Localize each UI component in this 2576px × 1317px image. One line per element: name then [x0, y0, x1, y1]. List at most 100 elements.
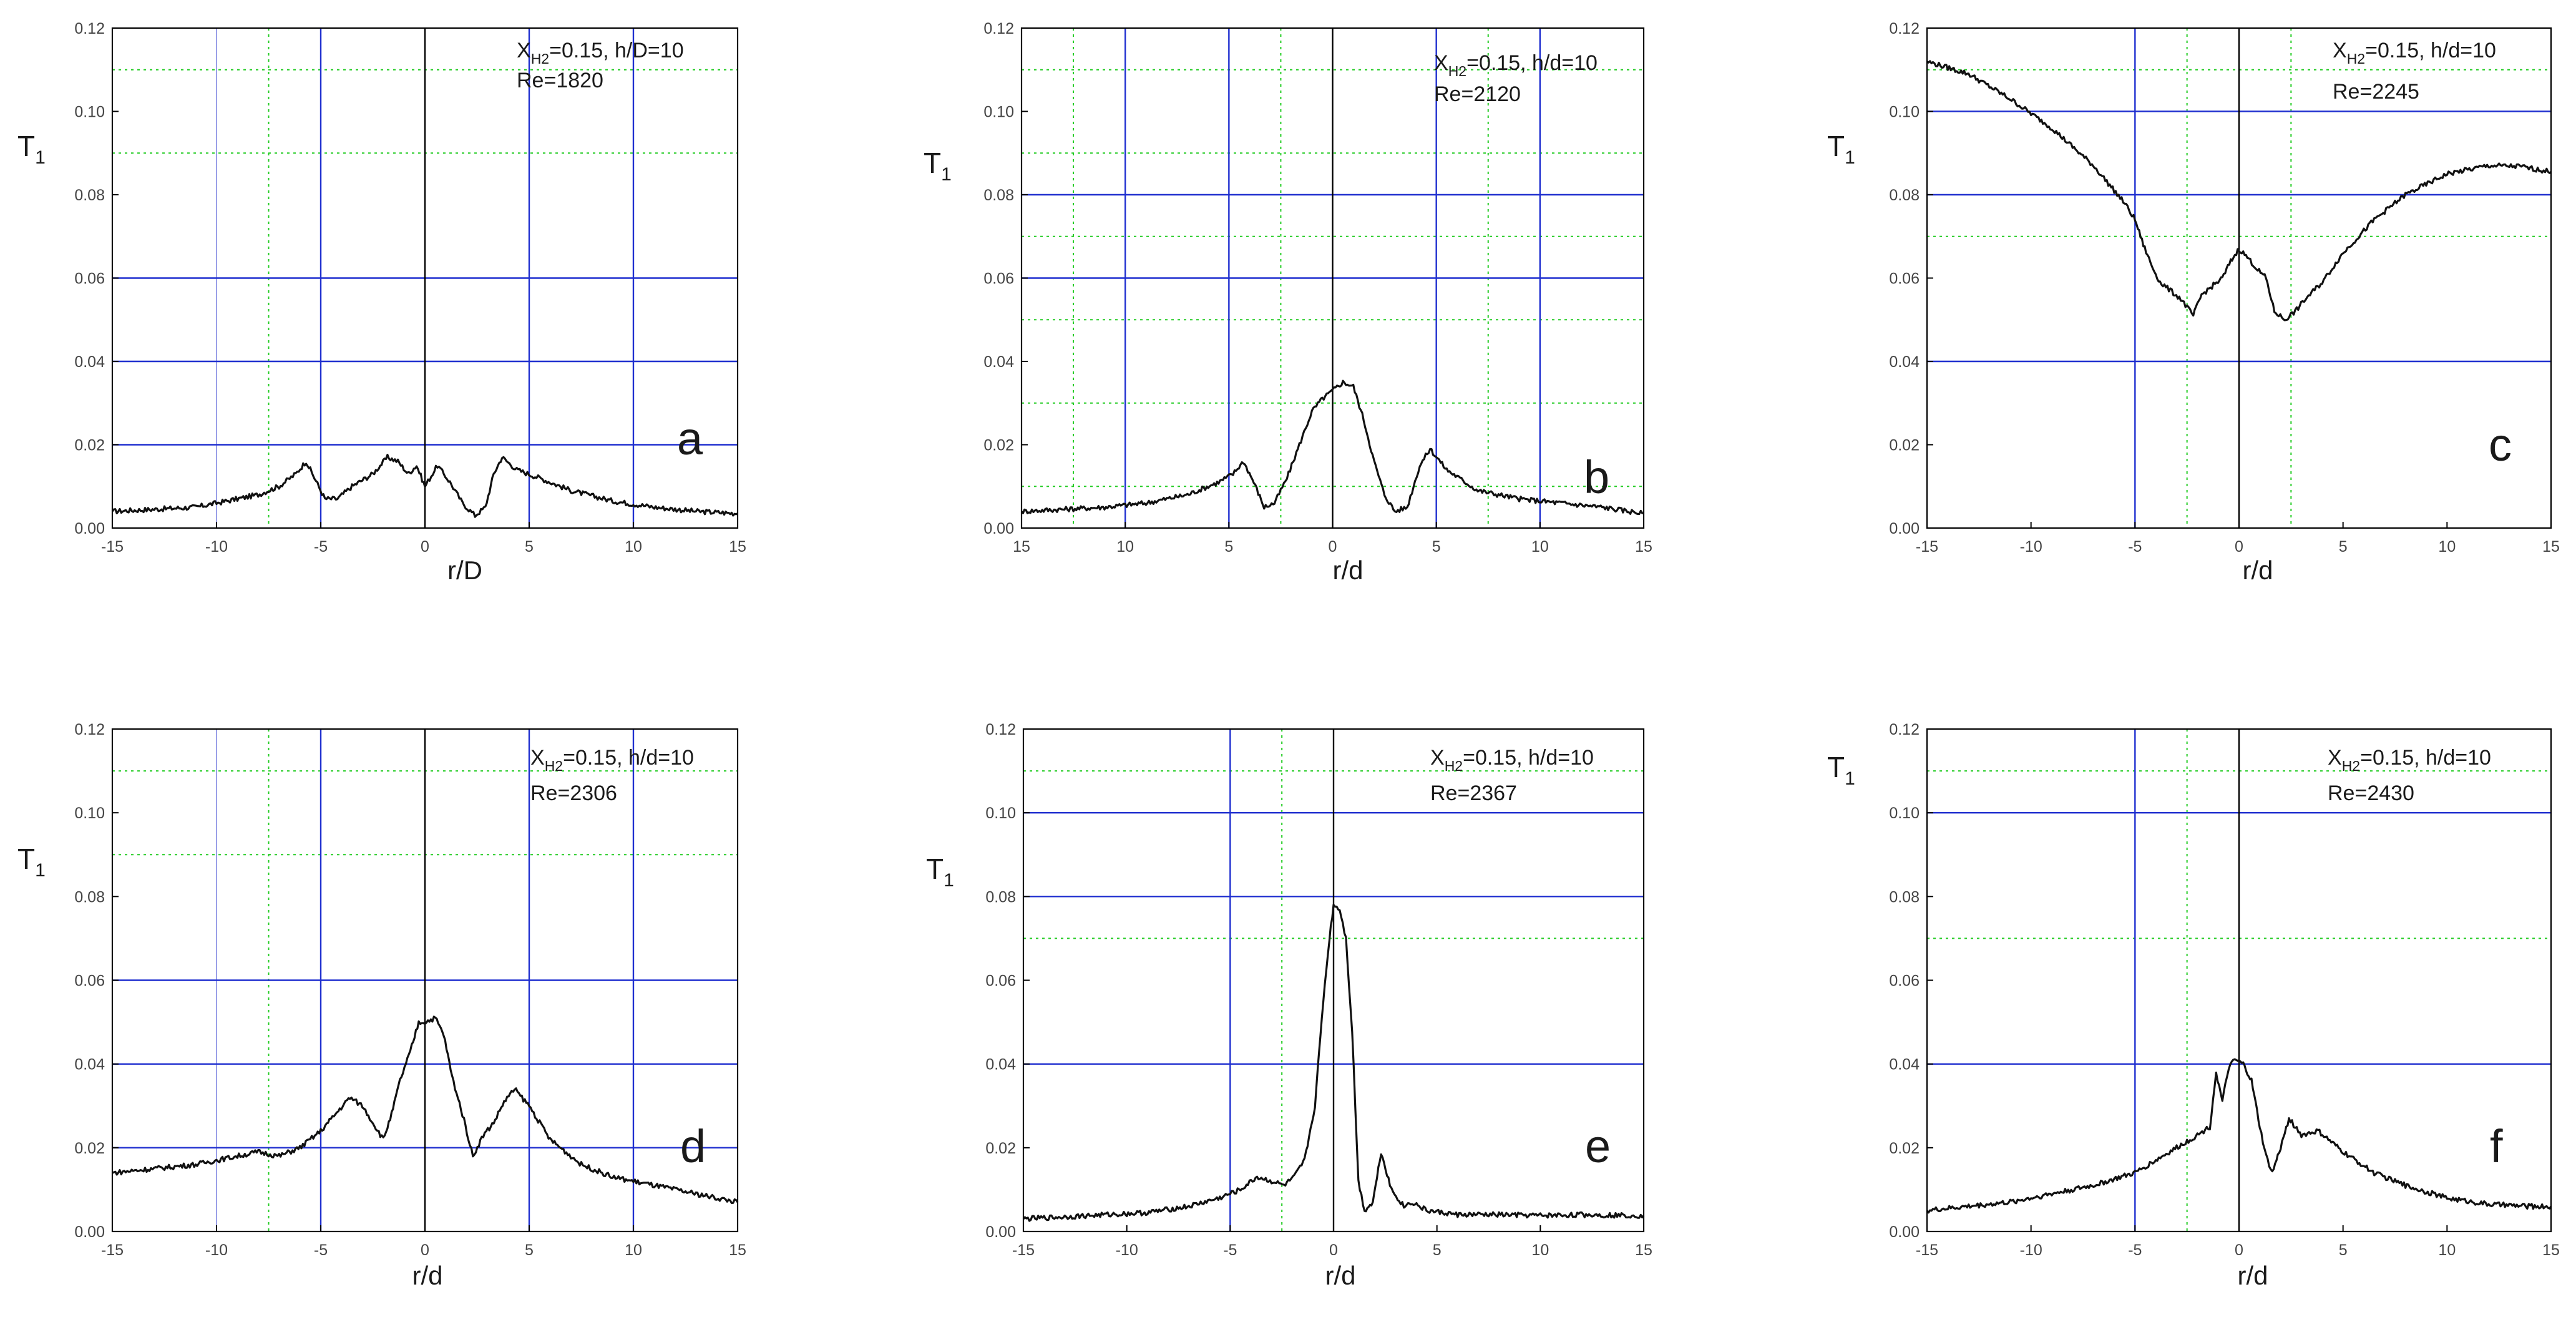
panel-d: -15 -10 -5 0 5 10 15 0.00 0.02 0.04 0.06 0.08 0.10 0.…: [17, 721, 746, 1290]
x-tick-label-a: -5: [314, 538, 328, 556]
x-tick-label-f: 15: [2542, 1241, 2560, 1259]
x-axis-label-b: r/d: [1332, 556, 1363, 585]
x-tick-label-f: -15: [1916, 1241, 1938, 1259]
plot-frame-c: [1926, 27, 2552, 529]
y-axis-label-c: T1: [1827, 130, 1855, 168]
annotation-params-f: XH2=0.15, h/d=10: [2328, 746, 2491, 774]
y-tick-label-b: 0.04: [983, 353, 1014, 371]
x-tick-label-f: 5: [2339, 1241, 2348, 1259]
annotation-params-a: XH2=0.15, h/D=10: [517, 39, 684, 67]
panel-a: -15 -10 -5 0 5 10 15 0.00 0.02 0.04 0.06 0.08 0.10 0.…: [17, 20, 746, 585]
x-tick-label-e: 15: [1635, 1241, 1652, 1259]
x-tick-label-d: 10: [625, 1241, 642, 1259]
x-tick-label-a: 5: [525, 538, 534, 556]
y-tick-label-f: 0.08: [1889, 888, 1920, 906]
x-tick-label-e: -15: [1012, 1241, 1035, 1259]
annotation-re-b: Re=2120: [1434, 82, 1521, 106]
x-tick-label-a: 10: [625, 538, 642, 556]
x-tick-label-f: 0: [2235, 1241, 2243, 1259]
x-tick-label-d: 15: [729, 1241, 746, 1259]
x-tick-label-e: -10: [1116, 1241, 1138, 1259]
y-tick-label-e: 0.04: [985, 1056, 1016, 1074]
panel-f: -15 -10 -5 0 5 10 15 0.00 0.02 0.04 0.06 0.08 0.10 0.…: [1827, 721, 2560, 1290]
y-tick-label-a: 0.06: [74, 270, 105, 288]
x-tick-label-a: -15: [101, 538, 124, 556]
x-tick-label-d: -15: [101, 1241, 124, 1259]
x-axis-label-d: r/d: [412, 1261, 442, 1290]
panel-letter-f: f: [2490, 1120, 2503, 1172]
panel-c: -15 -10 -5 0 5 10 15 0.00 0.02 0.04 0.06 0.08 0.10 0.…: [1827, 20, 2560, 585]
panel-letter-a: a: [677, 413, 703, 464]
x-tick-label-c: 0: [2235, 538, 2243, 556]
x-tick-label-b: 15: [1635, 538, 1652, 556]
y-tick-label-b: 0.00: [983, 520, 1014, 537]
y-tick-label-e: 0.12: [985, 721, 1016, 738]
x-tick-label-a: 15: [729, 538, 746, 556]
panel-letter-e: e: [1585, 1120, 1611, 1172]
y-tick-label-c: 0.04: [1889, 353, 1920, 371]
y-tick-label-e: 0.08: [985, 888, 1016, 906]
y-tick-label-a: 0.10: [74, 104, 105, 121]
x-tick-label-e: 5: [1433, 1241, 1442, 1259]
x-axis-label-e: r/d: [1325, 1261, 1355, 1290]
x-tick-label-c: 5: [2339, 538, 2348, 556]
annotation-re-c: Re=2245: [2333, 80, 2419, 104]
x-tick-label-d: -5: [314, 1241, 328, 1259]
x-tick-label-c: -15: [1916, 538, 1938, 556]
plot-frame-a: [111, 27, 739, 529]
x-axis-label-c: r/d: [2242, 556, 2273, 585]
x-tick-label-e: 10: [1531, 1241, 1549, 1259]
y-axis-label-b: T1: [924, 147, 952, 185]
x-axis-label-f: r/d: [2237, 1261, 2268, 1290]
y-tick-label-f: 0.10: [1889, 805, 1920, 822]
x-tick-label-c: 15: [2542, 538, 2560, 556]
plot-frame-b: [1020, 27, 1645, 529]
y-axis-label-a: T1: [17, 130, 46, 168]
x-tick-label-d: 5: [525, 1241, 534, 1259]
y-tick-label-a: 0.00: [74, 520, 105, 537]
t1-trace-a: [111, 454, 738, 518]
y-tick-label-b: 0.08: [983, 187, 1014, 204]
annotation-params-c: XH2=0.15, h/d=10: [2333, 39, 2496, 67]
y-tick-label-a: 0.12: [74, 20, 105, 37]
x-tick-label-a: -10: [205, 538, 228, 556]
y-tick-label-c: 0.10: [1889, 104, 1920, 121]
panel-letter-d: d: [680, 1120, 706, 1172]
x-tick-label-b: 5: [1224, 538, 1233, 556]
panel-letter-b: b: [1584, 451, 1609, 503]
y-axis-label-f: T1: [1827, 751, 1855, 789]
plot-frame-d: [111, 728, 739, 1233]
y-tick-label-c: 0.02: [1889, 437, 1920, 454]
x-tick-label-e: -5: [1223, 1241, 1237, 1259]
y-tick-label-c: 0.06: [1889, 270, 1920, 288]
x-tick-label-c: 10: [2438, 538, 2456, 556]
x-tick-label-a: 0: [421, 538, 429, 556]
x-tick-label-b: 5: [1432, 538, 1441, 556]
annotation-re-a: Re=1820: [517, 69, 603, 92]
x-tick-label-d: -10: [205, 1241, 228, 1259]
y-tick-label-d: 0.10: [74, 805, 105, 822]
t1-trace-e: [1022, 904, 1645, 1222]
t1-trace-f: [1926, 1058, 2552, 1214]
y-tick-label-f: 0.00: [1889, 1223, 1920, 1241]
y-tick-label-d: 0.06: [74, 972, 105, 990]
y-tick-label-f: 0.06: [1889, 972, 1920, 990]
t1-trace-b: [1020, 379, 1644, 516]
y-axis-label-d: T1: [17, 843, 46, 881]
y-tick-label-a: 0.04: [74, 353, 105, 371]
x-tick-label-b: 10: [1531, 538, 1549, 556]
panel-letter-c: c: [2489, 419, 2512, 471]
y-tick-label-e: 0.10: [985, 805, 1016, 822]
y-tick-label-e: 0.00: [985, 1223, 1016, 1241]
y-tick-label-d: 0.00: [74, 1223, 105, 1241]
x-tick-label-b: 0: [1329, 538, 1337, 556]
plot-frame-e: [1022, 728, 1645, 1233]
x-tick-label-b: 15: [1013, 538, 1030, 556]
y-tick-label-f: 0.04: [1889, 1056, 1920, 1074]
y-tick-label-d: 0.04: [74, 1056, 105, 1074]
t1-trace-c: [1926, 60, 2552, 321]
panel-b: 15 10 5 0 5 10 150.000.020.040.060.080.100.12 …: [924, 20, 1652, 585]
annotation-re-d: Re=2306: [530, 781, 617, 805]
annotation-re-f: Re=2430: [2328, 781, 2414, 805]
